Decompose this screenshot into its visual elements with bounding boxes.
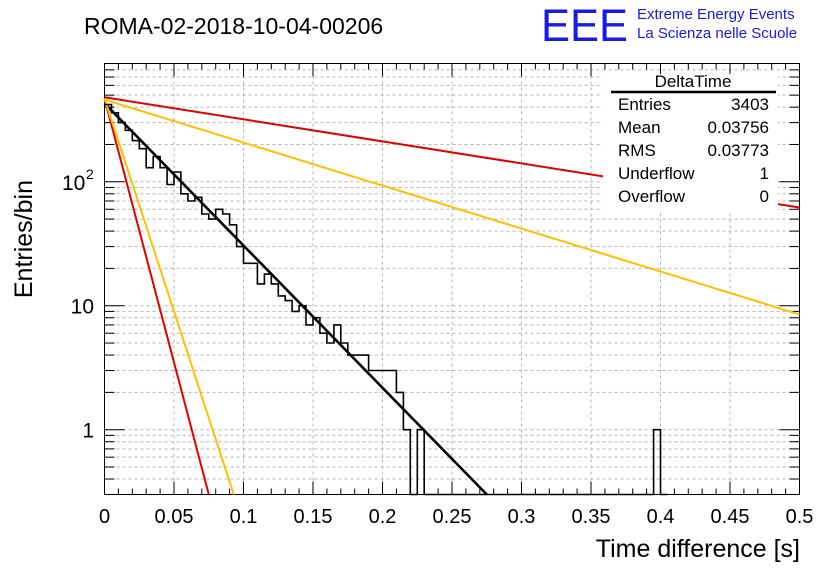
stats-underflow-label: Underflow bbox=[618, 164, 695, 183]
x-tick-label: 0.3 bbox=[508, 506, 536, 528]
project-subtitle: La Scienza nelle Scuole bbox=[637, 25, 797, 42]
x-tick-label: 0 bbox=[99, 506, 110, 528]
project-name: Extreme Energy Events bbox=[637, 6, 795, 23]
stats-rms-value: 0.03773 bbox=[708, 141, 769, 160]
x-axis-title: Time difference [s] bbox=[596, 535, 800, 563]
curve-yellow-slow bbox=[104, 98, 800, 316]
x-tick-label: 0.25 bbox=[433, 506, 472, 528]
x-tick-labels: 0 0.05 0.1 0.15 0.2 0.25 0.3 0.35 0.4 0.45 0.5 bbox=[99, 506, 813, 528]
curve-red-steep bbox=[103, 98, 210, 495]
stats-mean-label: Mean bbox=[618, 118, 661, 137]
stats-underflow-value: 1 bbox=[760, 164, 769, 183]
y-tick-label: 10 bbox=[71, 296, 94, 319]
stats-box: DeltaTime Entries 3403 Mean 0.03756 RMS … bbox=[603, 72, 778, 210]
x-tick-label: 0.4 bbox=[647, 506, 675, 528]
stats-rms-label: RMS bbox=[618, 141, 656, 160]
x-tick-label: 0.5 bbox=[786, 506, 814, 528]
stats-mean-value: 0.03756 bbox=[708, 118, 769, 137]
y-tick-label: 10 bbox=[62, 172, 85, 195]
stats-box-background bbox=[603, 74, 778, 210]
curve-yellow-steep bbox=[103, 98, 235, 495]
run-title: ROMA-02-2018-10-04-00206 bbox=[84, 13, 383, 39]
stats-entries-value: 3403 bbox=[731, 95, 769, 114]
stats-overflow-label: Overflow bbox=[618, 187, 686, 206]
x-tick-label: 0.35 bbox=[572, 506, 611, 528]
stats-overflow-value: 0 bbox=[760, 187, 769, 206]
y-tick-label-exponent: 2 bbox=[86, 166, 94, 182]
x-tick-label: 0.1 bbox=[230, 506, 258, 528]
stats-title: DeltaTime bbox=[655, 72, 732, 91]
x-tick-label: 0.2 bbox=[369, 506, 397, 528]
x-tick-label: 0.15 bbox=[294, 506, 333, 528]
y-tick-label: 1 bbox=[82, 420, 94, 443]
histogram-bars bbox=[104, 103, 668, 496]
x-tick-label: 0.05 bbox=[155, 506, 194, 528]
eee-logo: EEE bbox=[541, 0, 628, 51]
y-axis-title: Entries/bin bbox=[10, 180, 38, 298]
stats-entries-label: Entries bbox=[618, 95, 671, 114]
x-tick-label: 0.45 bbox=[711, 506, 750, 528]
